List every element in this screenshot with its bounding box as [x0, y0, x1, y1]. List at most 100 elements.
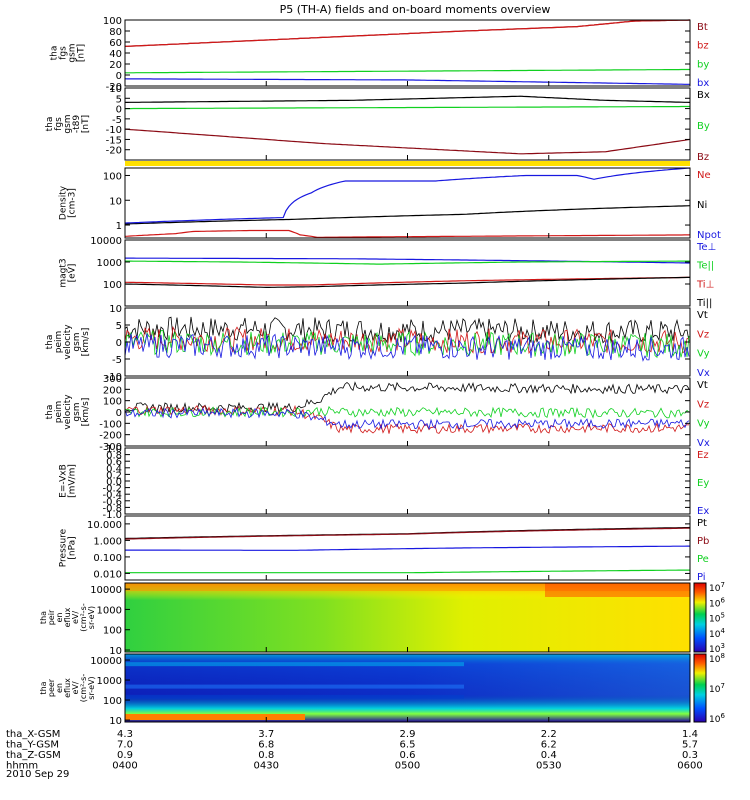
legend-entry: Ti||: [696, 298, 712, 309]
ephemeris-value: 6.2: [541, 740, 557, 751]
y-axis-label: peim: [54, 401, 64, 424]
y-tick-label: -20: [106, 82, 122, 93]
ephemeris-value: 0.8: [258, 750, 274, 761]
y-axis-label: gsm: [63, 114, 73, 133]
y-tick-label: -100: [99, 419, 122, 430]
ephemeris-value: 0.6: [400, 750, 416, 761]
ephemeris-value: 7.0: [117, 740, 133, 751]
y-tick-label: 0: [116, 338, 122, 349]
y-tick-label: 0.6: [106, 457, 122, 468]
spectrogram-2: 10000 1000 100 10 tha peer en eflux eV/(cm²-s-sr…: [39, 652, 725, 727]
colorbar: [694, 654, 706, 722]
colorbar-tick-label: 107: [709, 682, 725, 695]
spectrogram-band: [125, 694, 464, 699]
ephemeris-value: 4.3: [117, 729, 133, 740]
legend-entry: Bz: [697, 152, 709, 163]
y-axis-label: Density: [59, 185, 69, 220]
y-tick-label: -15: [106, 135, 122, 146]
legend-entry: Bt: [697, 22, 708, 33]
legend-entry: Pb: [697, 536, 709, 547]
colorbar-tick-label: 105: [709, 612, 725, 625]
legend-entry: Vz: [697, 329, 709, 340]
y-axis-label: [nT]: [77, 44, 87, 62]
y-axis-label: tha: [45, 117, 55, 132]
series-Vx-line: [124, 333, 690, 362]
y-tick-label: 10: [109, 716, 122, 727]
y-tick-label: 0.0: [106, 477, 122, 488]
ephemeris-value: 0.3: [682, 750, 698, 761]
y-axis-label: E=-VxB: [59, 464, 69, 498]
series-Pi-line: [125, 545, 690, 551]
colorbar: [694, 583, 706, 652]
y-tick-label: 10: [109, 196, 122, 207]
legend-entry: by: [697, 59, 709, 70]
y-axis-label: peer: [47, 678, 56, 697]
ephemeris-value: 6.8: [258, 740, 274, 751]
ephemeris-value: 0400: [112, 761, 137, 772]
y-axis-label: [eV]: [68, 264, 78, 283]
y-axis-label: tha: [39, 681, 48, 694]
series-Bx-line: [125, 95, 691, 104]
colorbar-frame: [693, 653, 707, 723]
legend-entry: Vt: [697, 380, 708, 391]
ephemeris-value: 1.4: [682, 729, 698, 740]
panel-4: 10000 1000 100 magt3 [eV] Te⊥ Te|| Ti⊥ Ti||: [59, 236, 717, 309]
series-Vy-line: [124, 329, 690, 359]
y-tick-label: 100: [103, 280, 122, 291]
panel-frame: [124, 19, 691, 87]
spectrogram-band: [125, 662, 464, 667]
series-By-line: [125, 105, 690, 110]
y-tick-label: -20: [106, 146, 122, 157]
series-Pb-line: [124, 527, 690, 540]
series-Vx-line: [124, 407, 690, 431]
status-bar: [125, 161, 690, 166]
y-axis-label: eflux: [63, 607, 72, 627]
y-tick-label: -10: [106, 372, 122, 383]
legend-entry: Vx: [697, 438, 710, 449]
series-Te-line: [125, 260, 690, 265]
ephemeris-value: 6.5: [400, 740, 416, 751]
y-axis-label: velocity: [63, 324, 73, 360]
spectrogram-band: [125, 684, 464, 689]
y-tick-label: 0.2: [106, 470, 122, 481]
y-tick-label: 0.100: [93, 553, 122, 564]
y-axis-label: [km/s]: [81, 328, 91, 357]
y-axis-label: [nT]: [81, 115, 91, 133]
y-tick-label: 200: [103, 385, 122, 396]
spectrogram-1: 10000 1000 100 10 tha peir en eflux eV/(cm²-s-sr…: [39, 581, 725, 657]
series-bx-line: [124, 78, 690, 85]
y-axis-label: (cm²-s-: [79, 603, 88, 632]
y-tick-label: 0: [116, 105, 122, 116]
y-tick-label: -0.6: [102, 497, 122, 508]
legend-entry: Ex: [697, 506, 709, 517]
legend-entry: By: [697, 121, 710, 132]
ephemeris-value: 2.2: [541, 729, 557, 740]
y-axis-label: [cm-3]: [68, 188, 78, 218]
y-axis-label: fgs: [59, 46, 69, 60]
colorbar-tick-label: 108: [709, 652, 725, 665]
series-Pe-line: [125, 569, 690, 574]
ephemeris-label: hhmm: [6, 761, 38, 772]
colorbar-tick-label: 104: [709, 627, 725, 640]
legend-entry: Ey: [697, 478, 709, 489]
colorbar-tick-label: 106: [709, 712, 725, 725]
y-axis-label: [nPa]: [68, 536, 78, 559]
y-tick-label: 1000: [97, 605, 122, 616]
y-tick-label: -5: [112, 115, 122, 126]
y-axis-label: eflux: [63, 678, 72, 698]
y-tick-label: 100: [103, 626, 122, 637]
y-axis-label: en: [55, 683, 64, 693]
y-axis-label: [km/s]: [81, 398, 91, 427]
series-Vy-line: [124, 405, 690, 419]
date-label: 2010 Sep 29: [6, 769, 69, 780]
y-tick-label: 10: [109, 304, 122, 315]
y-axis-label: velocity: [63, 394, 73, 430]
y-tick-label: 10: [109, 84, 122, 95]
series-Vz-line: [124, 404, 690, 435]
y-tick-label: 5: [116, 321, 122, 332]
